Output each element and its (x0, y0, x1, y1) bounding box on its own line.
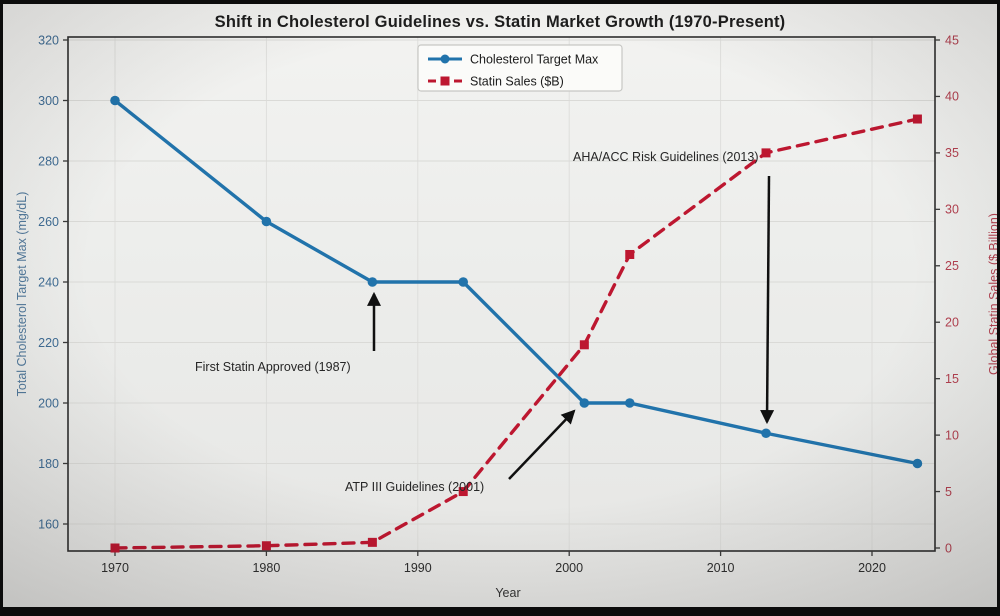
chart-title: Shift in Cholesterol Guidelines vs. Stat… (214, 13, 786, 31)
x-axis-tick-label: 1970 (101, 561, 129, 575)
statin-sales-point (579, 340, 589, 350)
plot-area (67, 36, 936, 552)
photo-frame-edge (0, 0, 1000, 4)
x-axis-tick-label: 1980 (252, 561, 280, 575)
left-axis-tick-label: 160 (38, 517, 59, 531)
statin-sales-line (113, 117, 920, 550)
statin-sales-point (367, 537, 377, 547)
annotation-first-statin: First Statin Approved (1987) (195, 291, 381, 374)
left-axis-tick-label: 220 (38, 336, 59, 350)
left-axis-tick-label: 260 (38, 215, 59, 229)
statin-sales-point (625, 249, 635, 259)
left-axis-tick-label: 200 (38, 396, 59, 410)
statin-sales-point (110, 543, 120, 553)
cholesterol-point (367, 277, 378, 287)
right-axis-tick-label: 20 (945, 316, 959, 330)
cholesterol-point (458, 277, 469, 287)
photo-frame-edge (0, 607, 1000, 616)
legend-item-cholesterol: Cholesterol Target Max (428, 52, 599, 66)
cholesterol-point (579, 398, 590, 408)
annotation-text: AHA/ACC Risk Guidelines (2013) (573, 150, 759, 164)
right-axis-tick-label: 10 (945, 428, 959, 442)
x-axis-tick-label: 2010 (707, 561, 735, 575)
cholesterol-point (912, 458, 923, 469)
right-axis-tick-label: 40 (945, 90, 959, 104)
legend-label: Cholesterol Target Max (470, 52, 599, 66)
annotation-text: First Statin Approved (1987) (195, 360, 351, 374)
legend-swatch-marker (440, 54, 450, 64)
left-axis-tick-label: 300 (38, 94, 59, 108)
cholesterol-point (624, 398, 635, 408)
right-axis-tick-label: 35 (945, 146, 959, 160)
left-axis-tick-label: 280 (38, 154, 59, 168)
legend (417, 44, 623, 92)
left-axis-tick-label: 320 (38, 33, 59, 47)
x-axis-tick-label: 2020 (858, 561, 886, 575)
annotation-aha-acc: AHA/ACC Risk Guidelines (2013) (573, 150, 775, 425)
annotation-text: ATP III Guidelines (2001) (345, 480, 484, 494)
photo-frame-edge (0, 0, 3, 616)
legend-swatch-marker (440, 76, 450, 86)
right-axis-tick-label: 15 (945, 372, 959, 386)
annotation-arrow (508, 409, 576, 480)
legend-item-statin: Statin Sales ($B) (428, 74, 564, 88)
cholesterol-point (761, 428, 771, 439)
left-axis-tick-label: 240 (38, 275, 59, 289)
cholesterol-point (110, 95, 120, 106)
annotation-atp3: ATP III Guidelines (2001) (345, 409, 576, 494)
x-axis-tick-label: 1990 (404, 561, 432, 575)
statin-sales-point (261, 541, 271, 551)
cholesterol-line (113, 98, 920, 466)
right-axis-tick-label: 0 (945, 541, 952, 555)
left-axis-tick-label: 180 (38, 457, 59, 471)
x-axis-tick-label: 2000 (555, 561, 583, 575)
statin-sales-point (912, 114, 922, 124)
annotation-arrow (760, 175, 775, 425)
legend-label: Statin Sales ($B) (470, 74, 564, 88)
photo-frame-edge (997, 0, 1000, 616)
right-axis-tick-label: 45 (945, 33, 959, 47)
right-axis-tick-label: 5 (945, 485, 952, 499)
statin-sales-point (458, 487, 468, 497)
cholesterol-point (261, 216, 272, 227)
statin-sales-point (761, 148, 771, 158)
x-axis-label: Year (495, 586, 521, 600)
figure-background (3, 4, 997, 607)
right-axis-tick-label: 25 (945, 259, 959, 273)
right-axis-tick-label: 30 (945, 203, 959, 217)
